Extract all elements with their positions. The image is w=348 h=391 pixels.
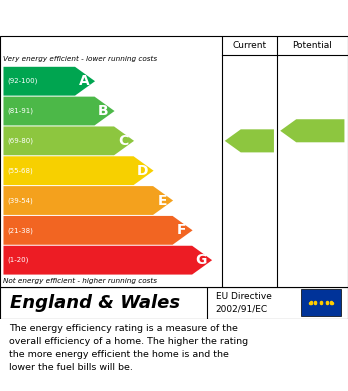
Text: EU Directive: EU Directive <box>216 292 272 301</box>
Text: (1-20): (1-20) <box>8 257 29 264</box>
Text: G: G <box>196 253 207 267</box>
Text: (39-54): (39-54) <box>8 197 33 204</box>
Polygon shape <box>3 246 212 274</box>
Text: C: C <box>118 134 128 148</box>
Polygon shape <box>3 97 114 126</box>
Text: The energy efficiency rating is a measure of the
overall efficiency of a home. T: The energy efficiency rating is a measur… <box>9 325 248 372</box>
Text: B: B <box>98 104 109 118</box>
Polygon shape <box>3 186 173 215</box>
Polygon shape <box>3 156 153 185</box>
Text: (92-100): (92-100) <box>8 78 38 84</box>
Text: England & Wales: England & Wales <box>10 294 181 312</box>
Polygon shape <box>225 129 274 152</box>
Polygon shape <box>3 126 134 155</box>
Text: (81-91): (81-91) <box>8 108 34 114</box>
Polygon shape <box>3 216 192 245</box>
Text: A: A <box>79 74 89 88</box>
Text: (69-80): (69-80) <box>8 138 34 144</box>
Text: (21-38): (21-38) <box>8 227 33 233</box>
Text: Energy Efficiency Rating: Energy Efficiency Rating <box>10 11 232 25</box>
Text: E: E <box>157 194 167 208</box>
Polygon shape <box>280 119 345 142</box>
Text: Very energy efficient - lower running costs: Very energy efficient - lower running co… <box>3 56 158 62</box>
Text: 2002/91/EC: 2002/91/EC <box>216 305 268 314</box>
Bar <box>301 289 341 316</box>
Text: Current: Current <box>232 41 267 50</box>
Text: D: D <box>137 164 148 178</box>
Text: F: F <box>177 223 186 237</box>
Text: (55-68): (55-68) <box>8 167 33 174</box>
Text: Potential: Potential <box>292 41 332 50</box>
Polygon shape <box>3 67 95 96</box>
Text: 72: 72 <box>242 135 260 147</box>
Text: Not energy efficient - higher running costs: Not energy efficient - higher running co… <box>3 278 158 284</box>
Text: 80: 80 <box>305 124 323 137</box>
